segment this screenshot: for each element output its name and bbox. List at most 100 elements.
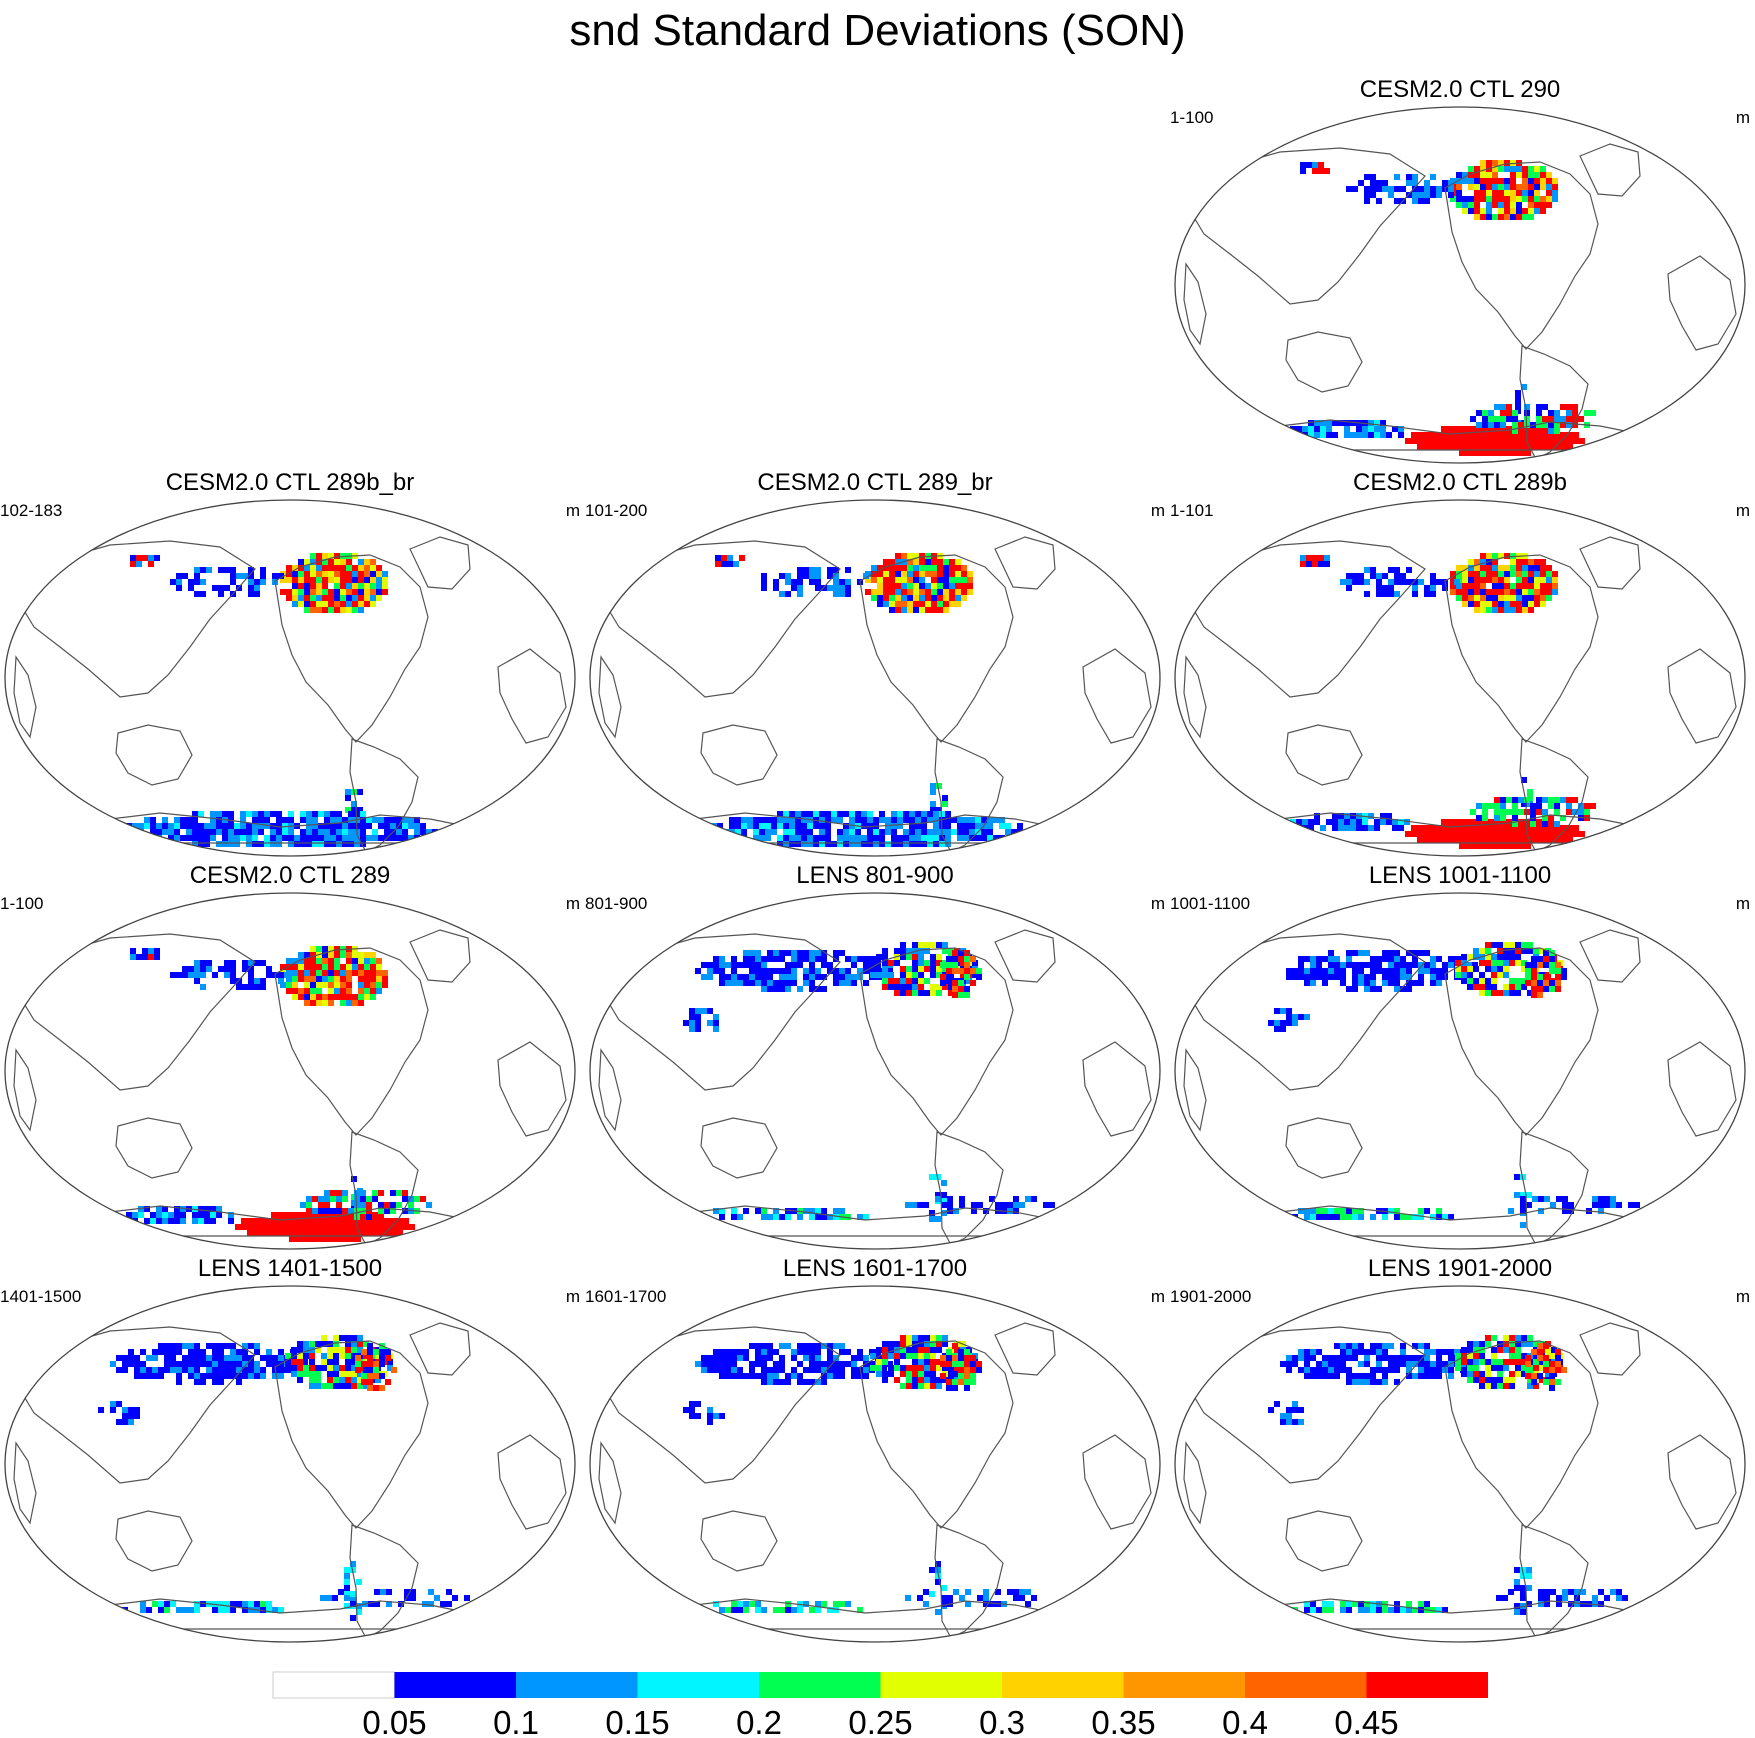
greenland-coast <box>994 1322 1056 1376</box>
map-plot <box>4 892 576 1250</box>
colorbar-tick-label: 0.15 <box>605 1704 669 1738</box>
map-background <box>5 500 575 856</box>
south-america-coast <box>349 1524 419 1639</box>
antarctica-coast <box>1279 1598 1641 1630</box>
map-panel-ctl289b_br: CESM2.0 CTL 289b_br 102-183 m <box>0 469 580 859</box>
map-background <box>5 1286 575 1642</box>
map-plot <box>4 499 576 857</box>
map-plot <box>1174 499 1746 857</box>
north-america-coast <box>859 554 1014 743</box>
snow-field-antarctica-core <box>1405 819 1585 849</box>
greenland-coast <box>409 536 471 590</box>
greenland-coast <box>409 929 471 983</box>
map-border <box>4 1285 576 1643</box>
colorbar-tick-label: 0.35 <box>1091 1704 1155 1738</box>
map-background <box>1175 1286 1745 1642</box>
panel-units: m <box>1735 894 1750 913</box>
snow-field-tibet <box>1268 1401 1304 1425</box>
north-america-coast <box>1444 1340 1599 1529</box>
europe-africa-east-coast <box>497 1041 567 1137</box>
panel-title: CESM2.0 CTL 290 <box>1359 76 1561 103</box>
australia-coast <box>700 1510 778 1572</box>
snow-field-tibet <box>1268 1008 1310 1032</box>
africa-coast <box>13 1048 37 1132</box>
snow-field-north-america <box>280 946 388 1006</box>
africa-coast <box>598 1048 622 1132</box>
panel-units: m <box>565 501 580 520</box>
europe-africa-east-coast <box>497 1434 567 1530</box>
north-america-coast <box>1444 554 1599 743</box>
north-america-coast <box>274 947 429 1136</box>
map-background <box>590 893 1160 1249</box>
colorbar-tick-label: 0.4 <box>1222 1704 1268 1738</box>
snow-field-eurasia <box>110 1343 308 1385</box>
colorbar-swatch <box>516 1672 638 1698</box>
snow-field-tibet <box>683 1401 725 1425</box>
asia-coast <box>1189 147 1426 305</box>
africa-coast <box>1183 1048 1207 1132</box>
south-america-coast <box>934 738 1004 853</box>
map-border <box>589 499 1161 857</box>
panel-title: LENS 1901-2000 <box>1367 1255 1553 1282</box>
asia-coast <box>604 933 841 1091</box>
snow-field-north-america <box>1450 160 1558 220</box>
europe-africa-east-coast <box>1667 648 1737 744</box>
colorbar-swatch <box>1123 1672 1245 1698</box>
snow-field-antarctica-west <box>701 1208 869 1220</box>
asia-coast <box>1189 933 1426 1091</box>
map-border <box>1174 892 1746 1250</box>
panel-year-range: 1601-1700 <box>585 1287 667 1306</box>
north-america-coast <box>274 1340 429 1529</box>
north-america-coast <box>274 554 429 743</box>
panel-units: m <box>1735 501 1750 520</box>
snow-field-north-america <box>280 553 388 613</box>
map-panel-lens1001: LENS 1001-1100 1001-1100 m <box>1170 862 1750 1252</box>
snow-field-antarctica-west <box>1290 813 1410 831</box>
colorbar-swatch <box>1245 1672 1367 1698</box>
snow-field-north-america <box>865 553 973 613</box>
colorbar-swatch <box>759 1672 881 1698</box>
colorbar-tick-label: 0.2 <box>736 1704 782 1738</box>
south-america-coast <box>1519 345 1589 460</box>
europe-africa-east-coast <box>1082 1041 1152 1137</box>
map-panel-lens801: LENS 801-900 801-900 m <box>585 862 1165 1252</box>
australia-coast <box>1285 1510 1363 1572</box>
asia-coast <box>604 1326 841 1484</box>
panel-units: m <box>565 1287 580 1306</box>
panel-units: m <box>565 894 580 913</box>
map-plot <box>4 1285 576 1643</box>
map-plot <box>1174 106 1746 464</box>
asia-coast <box>19 1326 256 1484</box>
europe-africa-east-coast <box>1082 1434 1152 1530</box>
snow-field-antarctica-east <box>1496 1589 1628 1607</box>
snow-field-tibet <box>98 1401 140 1425</box>
snow-field-arctic <box>1300 555 1330 567</box>
snow-field-antarctica-east <box>1470 404 1596 434</box>
snow-field-tibet <box>683 1008 719 1032</box>
colorbar: 0.05 0.1 0.15 0.2 0.25 0.3 0.35 0.4 0.45 <box>272 1671 1488 1738</box>
panel-year-range: 102-183 <box>0 501 63 520</box>
asia-coast <box>1189 1326 1426 1484</box>
australia-coast <box>115 1117 193 1179</box>
panel-year-range: 1-100 <box>1170 108 1214 127</box>
map-panel-lens1601: LENS 1601-1700 1601-1700 m <box>585 1255 1165 1645</box>
antarctica-coast <box>1279 812 1641 844</box>
africa-coast <box>598 1441 622 1525</box>
asia-coast <box>604 540 841 698</box>
panel-units: m <box>1735 1287 1750 1306</box>
colorbar-swatch <box>1366 1672 1488 1698</box>
map-plot <box>1174 1285 1746 1643</box>
australia-coast <box>115 1510 193 1572</box>
north-america-coast <box>859 947 1014 1136</box>
panel-title: LENS 1001-1100 <box>1368 862 1552 889</box>
europe-africa-east-coast <box>497 648 567 744</box>
snow-field-eurasia <box>170 960 290 990</box>
map-panel-ctl289b: CESM2.0 CTL 289b 1-101 m <box>1170 469 1750 859</box>
snow-field-arctic <box>130 555 160 567</box>
map-background <box>1175 893 1745 1249</box>
greenland-coast <box>1579 143 1641 197</box>
australia-coast <box>1285 331 1363 393</box>
australia-coast <box>700 724 778 786</box>
panel-title: LENS 801-900 <box>796 862 954 889</box>
snow-field-hudson-bay <box>1525 1343 1567 1391</box>
